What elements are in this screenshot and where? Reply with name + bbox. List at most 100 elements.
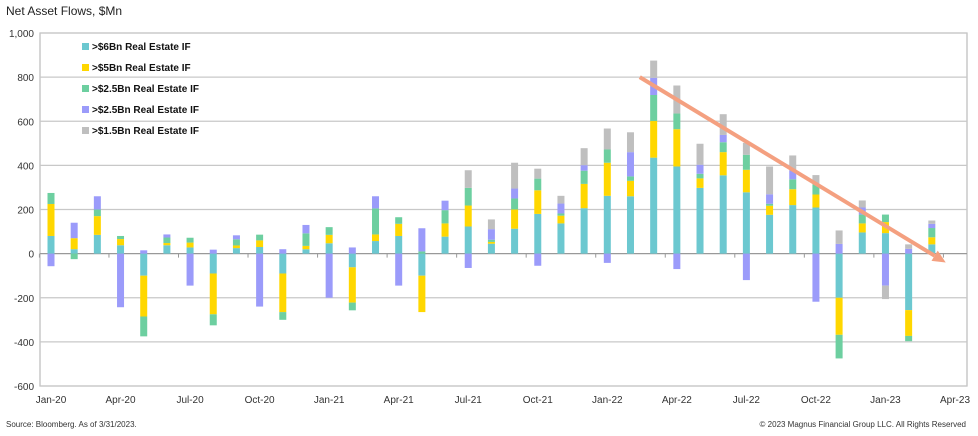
bar-segment-oct-22-series-1 (812, 207, 820, 254)
bar-segment-jan-20-series-3 (47, 192, 55, 204)
bar-segment-feb-22-series-5 (626, 132, 634, 153)
bar-segment-mar-20-series-3 (93, 209, 101, 217)
bar-segment-mar-23-series-4 (928, 223, 936, 229)
bar-segment-jun-22-series-3 (719, 142, 727, 153)
bar-segment-sep-22-series-4 (789, 170, 797, 180)
bar-segment-dec-20-series-2 (302, 245, 310, 250)
bar-segment-nov-22-series-4 (835, 243, 843, 254)
legend-label: >$2.5Bn Real Estate IF (92, 105, 199, 116)
bar-segment-mar-22-series-3 (650, 94, 658, 122)
y-tick-label: 1,000 (9, 29, 34, 40)
legend-label: >$5Bn Real Estate IF (92, 63, 191, 74)
bar-segment-sep-20-series-4 (232, 235, 240, 240)
bar-segment-mar-20-series-1 (93, 234, 101, 254)
bar-segment-feb-21-series-3 (348, 302, 356, 311)
bar-segment-sep-22-series-3 (789, 179, 797, 190)
bar-segment-aug-22-series-1 (766, 214, 774, 254)
bar-segment-jul-21-series-2 (464, 205, 472, 227)
x-tick-label: Jul-20 (176, 395, 204, 406)
bar-segment-dec-20-series-4 (302, 224, 310, 234)
bar-segment-jan-21-series-3 (325, 227, 333, 235)
bar-segment-oct-22-series-2 (812, 194, 820, 208)
x-tick-label: Apr-20 (106, 395, 136, 406)
bar-segment-feb-22-series-2 (626, 180, 634, 197)
bar-segment-jan-22-series-2 (603, 162, 611, 196)
bar-segment-oct-21-series-5 (534, 168, 542, 179)
bar-segment-apr-21-series-1 (395, 235, 403, 254)
y-tick-label: 400 (17, 161, 34, 172)
bar-segment-apr-20-series-3 (117, 235, 125, 240)
bar-segment-feb-23-series-1 (905, 253, 913, 311)
bar-segment-aug-20-series-2 (209, 273, 217, 315)
bar-segment-may-22-series-2 (696, 178, 704, 188)
bar-segment-jun-20-series-4 (163, 234, 171, 238)
bar-segment-feb-20-series-2 (70, 238, 78, 250)
bar-segment-aug-21-series-1 (487, 243, 495, 254)
bar-segment-jun-20-series-2 (163, 243, 171, 246)
legend-label: >$6Bn Real Estate IF (92, 42, 191, 53)
bar-segment-jul-21-series-4 (464, 253, 472, 268)
bar-segment-dec-21-series-4 (580, 165, 588, 171)
bar-segment-nov-21-series-5 (557, 195, 565, 204)
bar-segment-oct-22-series-4 (812, 253, 820, 302)
y-tick-label: -400 (14, 338, 34, 349)
bar-segment-sep-20-series-2 (232, 245, 240, 249)
x-tick-label: Oct-21 (523, 395, 553, 406)
x-tick-label: Jul-21 (455, 395, 483, 406)
bar-segment-jan-23-series-5 (881, 285, 889, 300)
bar-segment-feb-20-series-1 (70, 249, 78, 254)
bar-segment-jul-22-series-3 (742, 154, 750, 170)
bar-segment-feb-23-series-3 (905, 335, 913, 342)
bar-segment-feb-23-series-5 (905, 244, 913, 249)
bar-segment-jan-22-series-3 (603, 149, 611, 163)
x-tick-label: Jan-21 (314, 395, 345, 406)
bar-segment-nov-20-series-4 (279, 249, 287, 254)
y-tick-label: 0 (28, 250, 34, 261)
bar-segment-aug-20-series-1 (209, 253, 217, 274)
bar-segment-aug-21-series-4 (487, 229, 495, 240)
bar-segment-oct-20-series-2 (256, 240, 264, 248)
bar-segment-nov-20-series-1 (279, 253, 287, 274)
bar-segment-jul-21-series-3 (464, 187, 472, 206)
bar-segment-nov-22-series-3 (835, 334, 843, 359)
bar-segment-feb-20-series-3 (70, 253, 78, 260)
bar-segment-mar-23-series-1 (928, 244, 936, 254)
bar-segment-nov-22-series-2 (835, 297, 843, 335)
bar-segment-jan-23-series-1 (881, 233, 889, 254)
bar-segment-jun-22-series-2 (719, 152, 727, 176)
bar-segment-jan-22-series-1 (603, 195, 611, 254)
bar-segment-jan-21-series-4 (325, 253, 333, 298)
bar-segment-apr-20-series-2 (117, 239, 125, 246)
bar-segment-mar-23-series-3 (928, 228, 936, 238)
bar-segment-dec-20-series-1 (302, 249, 310, 254)
legend-swatch (82, 127, 89, 134)
bar-segment-dec-21-series-3 (580, 170, 588, 184)
bar-segment-nov-22-series-5 (835, 230, 843, 244)
bar-segment-nov-20-series-2 (279, 273, 287, 313)
bar-segment-oct-22-series-3 (812, 184, 820, 195)
bar-segment-mar-23-series-5 (928, 220, 936, 224)
bar-segment-jul-22-series-4 (742, 253, 750, 281)
bar-segment-jul-20-series-4 (186, 253, 194, 286)
bar-segment-dec-21-series-1 (580, 208, 588, 254)
bar-segment-may-22-series-5 (696, 143, 704, 165)
bar-segment-jul-20-series-2 (186, 242, 194, 248)
bar-segment-mar-21-series-1 (372, 241, 380, 254)
bar-segment-mar-22-series-1 (650, 157, 658, 254)
bar-segment-jan-20-series-1 (47, 235, 55, 254)
bar-segment-nov-20-series-3 (279, 312, 287, 320)
bar-segment-feb-21-series-1 (348, 253, 356, 268)
bar-segment-aug-20-series-3 (209, 314, 217, 326)
bar-segment-jan-20-series-2 (47, 203, 55, 236)
bar-segment-dec-21-series-2 (580, 183, 588, 209)
bar-segment-mar-21-series-3 (372, 208, 380, 235)
bar-segment-may-21-series-4 (418, 228, 426, 252)
bar-segment-may-20-series-4 (140, 250, 148, 254)
bar-segment-jul-20-series-1 (186, 247, 194, 254)
bar-segment-feb-23-series-4 (905, 248, 913, 254)
bar-segment-jan-23-series-4 (881, 253, 889, 286)
bar-segment-dec-22-series-3 (858, 214, 866, 224)
bar-segment-may-20-series-2 (140, 275, 148, 317)
bar-segment-feb-21-series-2 (348, 267, 356, 303)
